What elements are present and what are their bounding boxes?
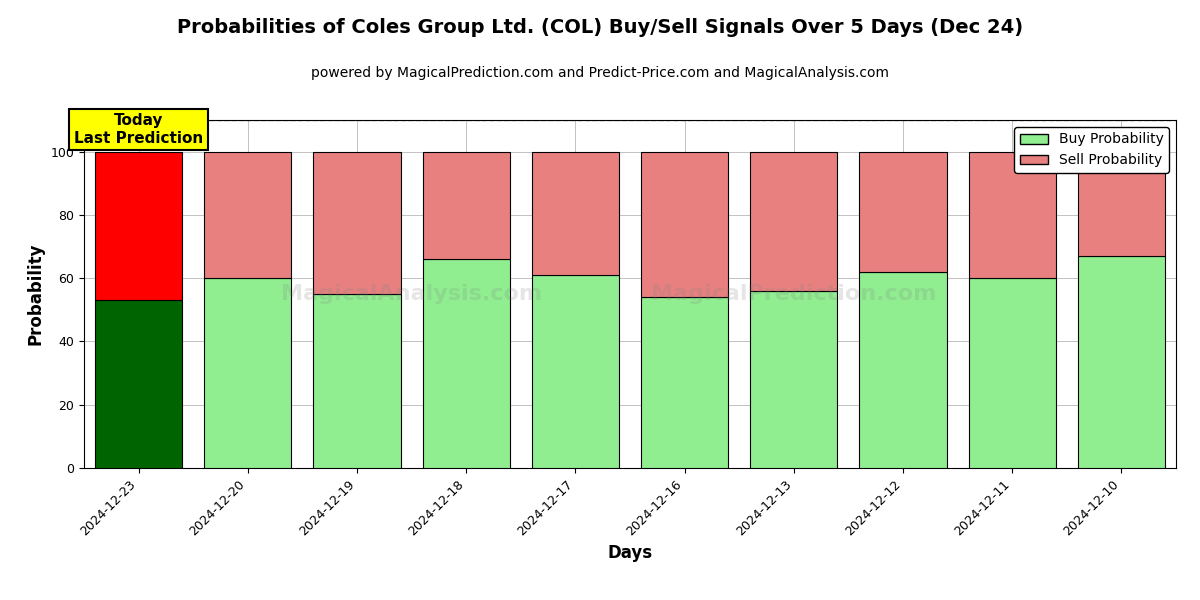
Text: powered by MagicalPrediction.com and Predict-Price.com and MagicalAnalysis.com: powered by MagicalPrediction.com and Pre…	[311, 66, 889, 80]
Bar	[1078, 256, 1165, 468]
Text: Probabilities of Coles Group Ltd. (COL) Buy/Sell Signals Over 5 Days (Dec 24): Probabilities of Coles Group Ltd. (COL) …	[176, 18, 1024, 37]
Bar	[750, 291, 838, 468]
Bar	[859, 152, 947, 272]
Bar	[532, 275, 619, 468]
X-axis label: Days: Days	[607, 544, 653, 562]
Bar	[1078, 152, 1165, 256]
Text: MagicalPrediction.com: MagicalPrediction.com	[652, 284, 936, 304]
Bar	[859, 272, 947, 468]
Bar	[750, 152, 838, 291]
Bar	[313, 294, 401, 468]
Bar	[422, 259, 510, 468]
Bar	[204, 278, 292, 468]
Bar	[313, 152, 401, 294]
Bar	[95, 152, 182, 301]
Bar	[532, 152, 619, 275]
Text: MagicalAnalysis.com: MagicalAnalysis.com	[281, 284, 542, 304]
Bar	[641, 297, 728, 468]
Bar	[422, 152, 510, 259]
Bar	[968, 278, 1056, 468]
Text: Today
Last Prediction: Today Last Prediction	[74, 113, 203, 146]
Bar	[968, 152, 1056, 278]
Legend: Buy Probability, Sell Probability: Buy Probability, Sell Probability	[1014, 127, 1169, 173]
Bar	[204, 152, 292, 278]
Bar	[641, 152, 728, 297]
Bar	[95, 301, 182, 468]
Y-axis label: Probability: Probability	[26, 243, 44, 345]
